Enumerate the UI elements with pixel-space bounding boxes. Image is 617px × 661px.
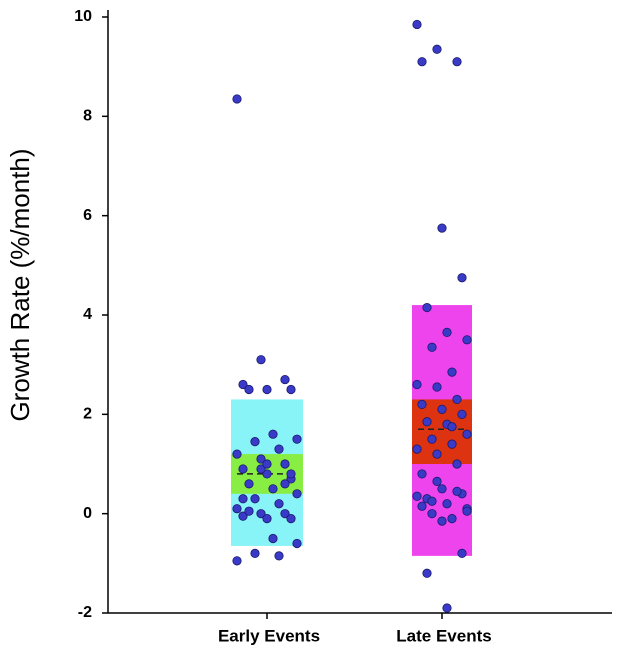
data-point (262, 514, 272, 524)
data-point (442, 499, 452, 509)
data-point (274, 551, 284, 561)
data-point (232, 504, 242, 514)
y-tick-label: 4 (83, 306, 92, 323)
data-point (417, 469, 427, 479)
data-point (437, 516, 447, 526)
y-tick-label: 0 (83, 505, 92, 522)
data-point (437, 223, 447, 233)
x-tick-label: Early Events (218, 626, 320, 645)
data-point (244, 506, 254, 516)
data-point (432, 382, 442, 392)
data-point (432, 44, 442, 54)
data-point (422, 302, 432, 313)
data-point (232, 556, 242, 566)
data-point (238, 511, 248, 521)
data-point (292, 434, 302, 444)
data-point (250, 494, 260, 504)
data-point (457, 273, 467, 283)
data-point (452, 394, 462, 405)
data-point (250, 437, 260, 447)
data-point (256, 464, 266, 474)
data-point (262, 469, 272, 479)
data-point (412, 444, 422, 454)
data-point (417, 501, 427, 511)
data-point (280, 374, 290, 385)
y-axis-label: Growth Rate (%/month) (5, 148, 35, 421)
data-point (442, 327, 452, 337)
data-point (268, 429, 278, 439)
data-point (262, 384, 272, 395)
data-point (417, 399, 427, 409)
data-point (292, 538, 302, 549)
data-point (286, 384, 296, 395)
data-point (452, 57, 462, 67)
data-point (280, 459, 290, 469)
data-point (238, 379, 248, 390)
data-point (447, 514, 457, 524)
data-point (268, 533, 278, 544)
y-tick-label: 8 (83, 108, 92, 125)
y-tick-label: 6 (83, 207, 92, 224)
data-point (422, 568, 432, 578)
data-point (274, 499, 284, 509)
data-point (238, 464, 248, 474)
data-point (432, 449, 442, 459)
data-point (457, 548, 467, 559)
data-point (442, 603, 452, 613)
data-point (268, 484, 278, 494)
data-point (427, 342, 437, 352)
data-point (244, 384, 254, 395)
data-point (452, 486, 462, 496)
y-tick-label: 2 (83, 406, 92, 423)
data-point (417, 57, 427, 67)
y-tick-label: -2 (78, 604, 92, 621)
data-point (462, 335, 472, 345)
data-point (286, 469, 296, 479)
data-point (232, 449, 242, 459)
data-point (232, 94, 242, 104)
data-point (262, 459, 272, 469)
data-point (286, 514, 296, 524)
data-point (256, 509, 266, 519)
data-point (274, 444, 284, 454)
data-point (250, 548, 260, 559)
data-point (462, 429, 472, 439)
data-point (256, 454, 266, 464)
data-point (292, 489, 302, 499)
data-point (437, 404, 447, 414)
data-point (457, 409, 467, 419)
data-point (412, 379, 422, 390)
data-point (412, 19, 422, 30)
data-point (432, 476, 442, 486)
x-tick-label: Late Events (396, 626, 491, 645)
data-point (280, 479, 290, 489)
data-point (238, 494, 248, 504)
data-point (447, 439, 457, 449)
data-point (462, 506, 472, 516)
data-point (427, 496, 437, 506)
data-point (412, 491, 422, 501)
data-point (256, 355, 266, 365)
data-point (437, 484, 447, 494)
data-point (447, 422, 457, 432)
data-point (427, 434, 437, 444)
data-point (244, 479, 254, 489)
data-point (422, 417, 432, 427)
data-point (280, 509, 290, 519)
data-point (427, 509, 437, 519)
y-tick-label: 10 (74, 8, 92, 25)
data-point (447, 367, 457, 377)
data-point (452, 459, 462, 469)
